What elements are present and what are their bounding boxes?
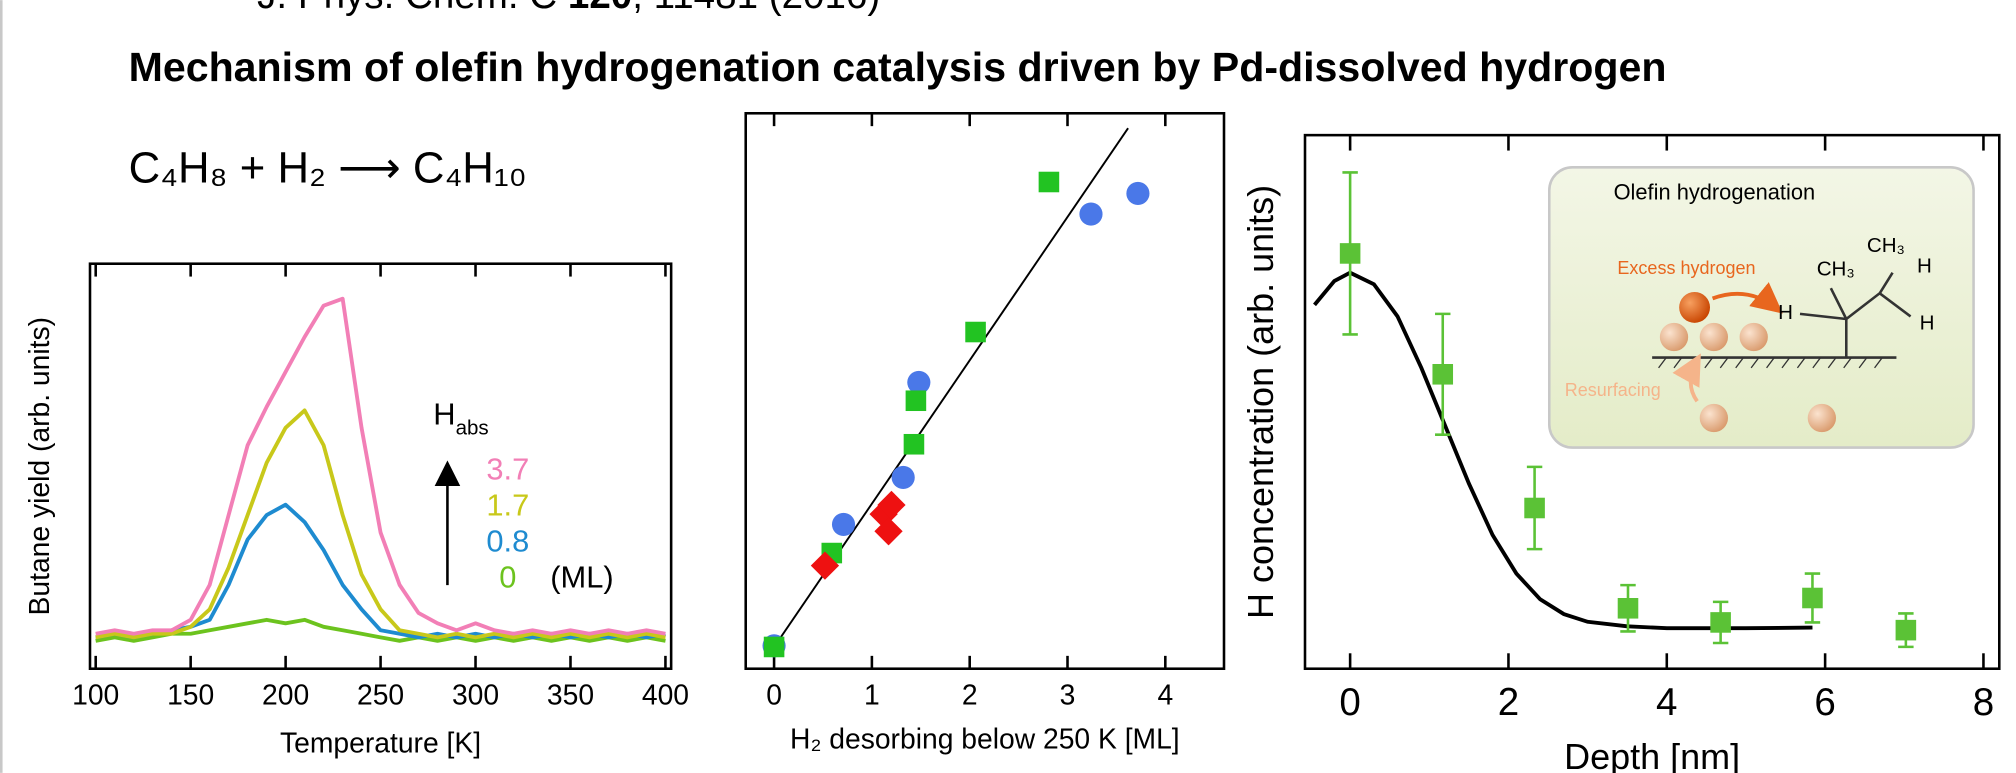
point (1079, 202, 1103, 226)
x-tick-label: 4 (1157, 679, 1173, 711)
plot-frame (1303, 133, 2001, 670)
molecule (1799, 272, 1912, 358)
x-tick-label: 4 (1656, 681, 1677, 724)
legend-label: 0.8 (486, 524, 529, 559)
arrow (1711, 282, 1783, 314)
inset-label: H (1920, 311, 1935, 334)
x-tick-label: 200 (262, 679, 309, 711)
point (1339, 243, 1361, 264)
x-tick-label: 0 (1339, 681, 1360, 724)
x-axis-label: H₂ desorbing below 250 K [ML] (790, 722, 1180, 754)
point (1617, 598, 1639, 619)
x-tick-label: 350 (547, 679, 594, 711)
reaction-equation: C₄H₈ + H₂ ⟶ C₄H₁₀ (129, 144, 527, 193)
series-line (95, 408, 666, 640)
atom (1659, 322, 1689, 352)
x-tick-label: 300 (452, 679, 499, 711)
citation-pages: , 11481 (2016) (632, 0, 880, 17)
x-tick-label: 250 (357, 679, 404, 711)
point (1524, 497, 1545, 519)
x-axis-label: Temperature [K] (280, 726, 481, 758)
plot-frame (744, 112, 1226, 670)
point (1895, 619, 1917, 641)
point (907, 370, 931, 394)
inset-diagram: Olefin hydrogenation Excess hydrogen Res… (1548, 166, 1975, 449)
x-tick-label: 150 (167, 679, 214, 711)
inset-title: Olefin hydrogenation (1614, 179, 1816, 204)
point (1432, 364, 1454, 385)
inset-label: H (1917, 255, 1932, 278)
point (874, 517, 903, 546)
atom (1807, 403, 1836, 433)
x-tick-label: 3 (1060, 679, 1076, 711)
legend-title-sub: abs (456, 417, 489, 440)
inset-label: Excess hydrogen (1617, 258, 1755, 278)
point (891, 465, 915, 490)
atom (1739, 322, 1768, 352)
arrow (1672, 353, 1701, 403)
point (1038, 171, 1060, 193)
y-axis-label: H concentration (arb. units) (1240, 185, 1281, 619)
fit-line (1313, 270, 1813, 631)
point (965, 321, 986, 343)
legend-title: Habs (433, 396, 488, 439)
legend-unit: (ML) (550, 560, 613, 595)
citation-journal: J. Phys. Chem. C (257, 0, 568, 17)
slide-title: Mechanism of olefin hydrogenation cataly… (129, 44, 1667, 90)
x-tick-label: 8 (1973, 681, 1994, 724)
legend-label: 1.7 (486, 488, 529, 523)
x-tick-label: 0 (766, 679, 782, 711)
point (831, 512, 856, 536)
x-axis-label: Depth [nm] (1564, 736, 1740, 773)
x-tick-label: 100 (72, 679, 119, 711)
x-tick-label: 2 (1498, 681, 1519, 724)
x-tick-label: 1 (864, 679, 880, 711)
x-tick-label: 6 (1814, 681, 1835, 724)
point (903, 433, 925, 455)
atom (1699, 322, 1728, 352)
inset-box (1548, 166, 1975, 449)
point (1710, 612, 1731, 633)
legend-label: 3.7 (486, 452, 529, 487)
inset-label: CH₃ (1867, 234, 1905, 257)
atom (1699, 403, 1728, 433)
x-tick-label: 400 (642, 679, 689, 711)
y-axis-label: Butane yield (arb. units) (23, 317, 55, 616)
legend-label: 0 (499, 560, 516, 595)
legend-title-main: H (433, 396, 455, 431)
citation: J. Phys. Chem. C 120, 11481 (2016) (257, 0, 880, 17)
inset-label: Resurfacing (1565, 380, 1661, 400)
x-tick-label: 2 (962, 679, 978, 711)
series-line (95, 296, 666, 636)
point (1126, 181, 1150, 206)
inset-label: CH₃ (1817, 257, 1855, 280)
citation-volume: 120 (568, 0, 632, 17)
point (763, 636, 785, 658)
point (905, 390, 927, 412)
excess-atom (1679, 292, 1710, 323)
inset-label: H (1778, 301, 1793, 324)
point (1802, 587, 1823, 609)
